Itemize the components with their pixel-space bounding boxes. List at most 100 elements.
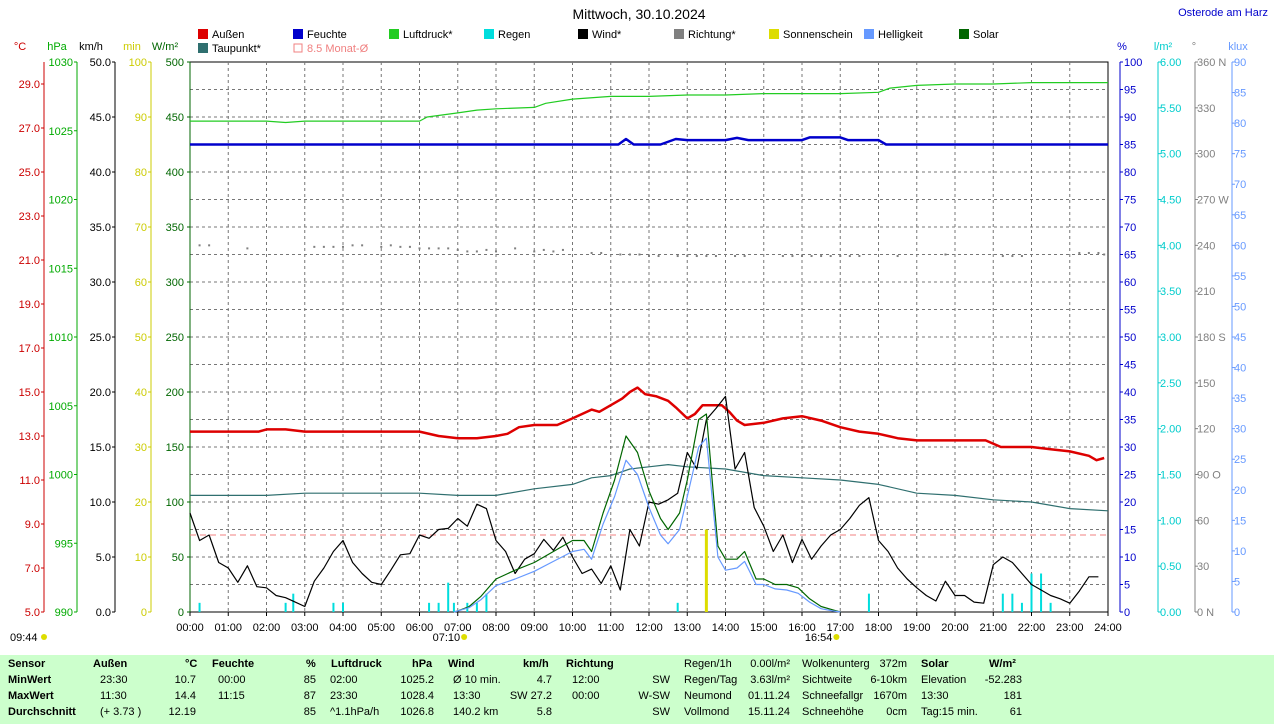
axis-label-direction: 60 xyxy=(1197,515,1209,527)
axis-label-lux: 80 xyxy=(1234,118,1246,130)
axis-label-lux: 50 xyxy=(1234,301,1246,313)
stats-aussen-value: 12.19 xyxy=(168,706,196,718)
sunrise-icon xyxy=(461,634,468,640)
stats-header-druck: Luftdruck xyxy=(331,658,382,670)
stats-wind-time: 13:30 xyxy=(453,690,481,702)
axis-label-solar: 0 xyxy=(178,607,184,619)
axis-label-humidity: 35 xyxy=(1124,415,1136,427)
axis-label-direction: 180 S xyxy=(1197,332,1226,344)
point-richtung xyxy=(437,247,440,250)
point-richtung xyxy=(408,245,411,248)
axis-label-wind: 45.0 xyxy=(90,112,111,124)
point-richtung xyxy=(695,255,698,258)
axis-label-direction: 0 N xyxy=(1197,607,1214,619)
stats-richtung-value: SW xyxy=(652,674,670,686)
stats-extra-value: 0cm xyxy=(886,706,907,718)
x-tick-label: 22:00 xyxy=(1018,622,1046,634)
x-tick-label: 20:00 xyxy=(941,622,969,634)
stats-extra-value: 3.63l/m² xyxy=(750,674,790,686)
axis-label-humidity: 15 xyxy=(1124,525,1136,537)
series-helligkeit xyxy=(453,437,841,613)
stats-solar-label: 13:30 xyxy=(921,690,949,702)
axis-label-humidity: 60 xyxy=(1124,277,1136,289)
axis-label-wind: 5.0 xyxy=(96,552,111,564)
bar-regen xyxy=(447,582,450,612)
axis-label-wind: 40.0 xyxy=(90,167,111,179)
x-tick-label: 03:00 xyxy=(291,622,319,634)
stats-header-wind-unit: km/h xyxy=(523,658,549,670)
stats-header-solar: Solar xyxy=(921,658,949,670)
point-richtung xyxy=(791,255,794,258)
axis-label-wind: 30.0 xyxy=(90,277,111,289)
point-richtung xyxy=(686,255,689,258)
stats-header-druck-unit: hPa xyxy=(412,658,433,670)
x-tick-label: 23:00 xyxy=(1056,622,1084,634)
legend-swatch xyxy=(389,29,399,39)
axis-label-pressure: 1010 xyxy=(49,332,73,344)
legend-label: Feuchte xyxy=(307,29,347,41)
point-richtung xyxy=(495,250,497,253)
bar-regen xyxy=(485,593,488,612)
legend-label: 8.5 Monat-Ø xyxy=(307,43,369,55)
axis-label-lux: 25 xyxy=(1234,454,1246,466)
bar-regen xyxy=(428,602,431,612)
point-richtung xyxy=(466,250,469,253)
axis-label-lux: 15 xyxy=(1234,515,1246,527)
axis-label-wind: 20.0 xyxy=(90,387,111,399)
series-solar xyxy=(453,413,841,613)
station-name: Osterode am Harz xyxy=(1178,7,1268,19)
axis-label-temp: 23.0 xyxy=(19,211,40,223)
chart-title: Mittwoch, 30.10.2024 xyxy=(572,6,705,22)
legend-label: Regen xyxy=(498,29,530,41)
axis-label-lux: 55 xyxy=(1234,271,1246,283)
axis-label-rain: 3.50 xyxy=(1160,286,1181,298)
axis-label-lux: 45 xyxy=(1234,332,1246,344)
point-richtung xyxy=(552,250,555,253)
axis-label-temp: 7.0 xyxy=(25,563,40,575)
point-richtung xyxy=(820,255,823,258)
legend-swatch xyxy=(198,43,208,53)
stats-extra-value: 372m xyxy=(879,658,907,670)
bar-regen xyxy=(1020,602,1023,612)
stats-feuchte-time: 00:00 xyxy=(218,674,246,686)
point-richtung xyxy=(342,245,344,248)
bar-regen xyxy=(342,602,344,612)
point-richtung xyxy=(734,255,737,258)
axis-label-solar: 500 xyxy=(166,57,184,69)
x-tick-label: 11:00 xyxy=(597,622,624,634)
legend-label: Luftdruck* xyxy=(403,29,453,41)
axis-label-temp: 15.0 xyxy=(19,387,40,399)
axis-unit-temp: °C xyxy=(14,41,26,53)
x-tick-label: 04:00 xyxy=(329,622,357,634)
x-tick-label: 01:00 xyxy=(214,622,242,634)
axis-label-rain: 4.50 xyxy=(1160,195,1181,207)
series-wind xyxy=(189,395,1099,608)
x-tick-label: 13:00 xyxy=(673,622,701,634)
stats-extra-label: Schneehöhe xyxy=(802,706,864,718)
point-richtung xyxy=(332,245,335,248)
stats-extra-label: Regen/1h xyxy=(684,658,732,670)
axis-label-wind: 15.0 xyxy=(90,442,111,454)
stats-solar-label: Tag:15 min. xyxy=(921,706,978,718)
axis-label-direction: 30 xyxy=(1197,561,1209,573)
x-tick-label: 17:00 xyxy=(826,622,854,634)
point-richtung xyxy=(944,253,947,256)
x-tick-label: 05:00 xyxy=(367,622,395,634)
bar-regen xyxy=(292,593,295,612)
stats-header-feuchte: Feuchte xyxy=(212,658,255,670)
bar-regen xyxy=(284,602,287,612)
stats-solar-value: 61 xyxy=(1009,706,1022,718)
bar-sonnenschein xyxy=(704,529,708,612)
point-richtung xyxy=(361,244,364,247)
stats-extra-label: Regen/Tag xyxy=(684,674,738,686)
x-tick-label: 07:00 xyxy=(444,622,472,634)
legend-label: Taupunkt* xyxy=(212,43,262,55)
point-richtung xyxy=(657,255,660,258)
axis-label-pressure: 1020 xyxy=(49,195,73,207)
stats-druck-value: 1026.8 xyxy=(400,706,434,718)
axis-label-temp: 17.0 xyxy=(19,343,40,355)
axis-label-rain: 1.00 xyxy=(1160,515,1181,527)
point-richtung xyxy=(542,248,545,251)
legend-label: Sonnenschein xyxy=(783,29,853,41)
stats-druck-time: 02:00 xyxy=(330,674,358,686)
